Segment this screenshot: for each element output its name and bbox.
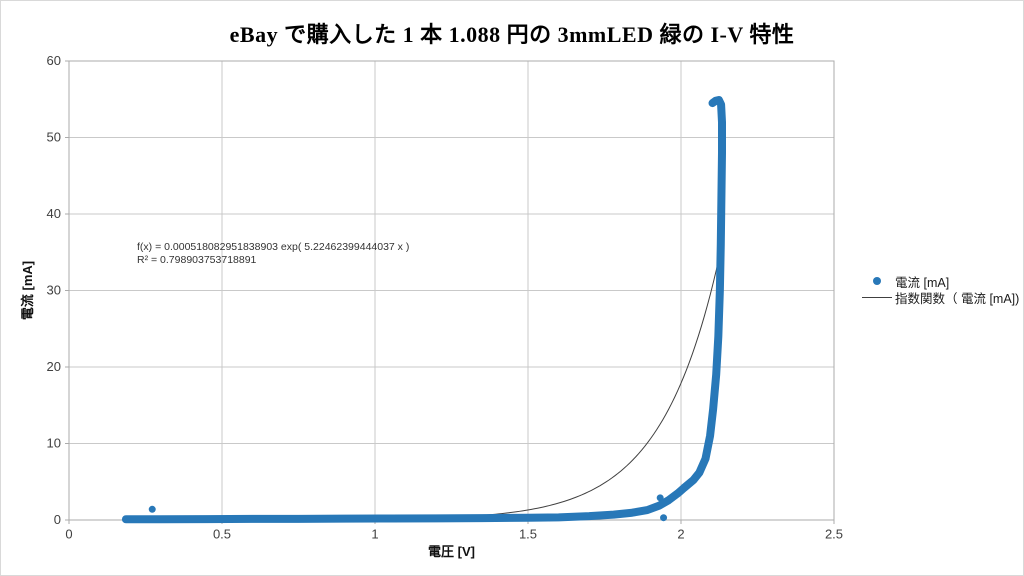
x-tick-label: 2.5 bbox=[825, 527, 843, 542]
legend-item-current: 電流 [mA] bbox=[861, 273, 1019, 290]
legend-label-current: 電流 [mA] bbox=[895, 275, 950, 290]
legend-item-fit: 指数関数（ 電流 [mA]) bbox=[861, 289, 1020, 306]
y-tick-label: 20 bbox=[47, 359, 61, 374]
y-tick-label: 40 bbox=[47, 206, 61, 221]
legend: 電流 [mA] 指数関数（ 電流 [mA]) bbox=[861, 273, 1020, 306]
x-tick-label: 0 bbox=[65, 527, 72, 542]
y-axis-title: 電流 [mA] bbox=[20, 260, 36, 320]
scatter-series bbox=[121, 96, 726, 524]
y-tick-label: 10 bbox=[47, 436, 61, 451]
y-tick-label: 0 bbox=[54, 512, 61, 527]
y-tick-label: 60 bbox=[47, 53, 61, 68]
scatter-outlier-point bbox=[656, 494, 664, 502]
fit-annotation: f(x) = 0.000518082951838903 exp( 5.22462… bbox=[137, 241, 409, 266]
legend-swatch bbox=[861, 296, 893, 298]
chart-title: eBay で購入した 1 本 1.088 円の 3mmLED 緑の I-V 特性 bbox=[229, 22, 795, 47]
scatter-outlier-point bbox=[660, 514, 668, 522]
fit-r-squared: R² = 0.798903753718891 bbox=[137, 253, 257, 266]
x-tick-label: 1.5 bbox=[519, 527, 537, 542]
scatter-outlier-point bbox=[148, 505, 156, 513]
y-tick-label: 50 bbox=[47, 130, 61, 145]
legend-swatch bbox=[861, 277, 893, 285]
x-axis-title: 電圧 [V] bbox=[428, 544, 475, 559]
x-tick-label: 2 bbox=[677, 527, 684, 542]
legend-label-fit: 指数関数（ 電流 [mA]) bbox=[895, 291, 1020, 306]
scatter-marker-icon bbox=[873, 277, 881, 285]
y-tick-label: 30 bbox=[47, 283, 61, 298]
fit-line-icon bbox=[862, 296, 892, 298]
x-tick-label: 0.5 bbox=[213, 527, 231, 542]
fit-curve bbox=[125, 242, 723, 521]
x-tick-label: 1 bbox=[371, 527, 378, 542]
fit-equation: f(x) = 0.000518082951838903 exp( 5.22462… bbox=[137, 241, 410, 253]
